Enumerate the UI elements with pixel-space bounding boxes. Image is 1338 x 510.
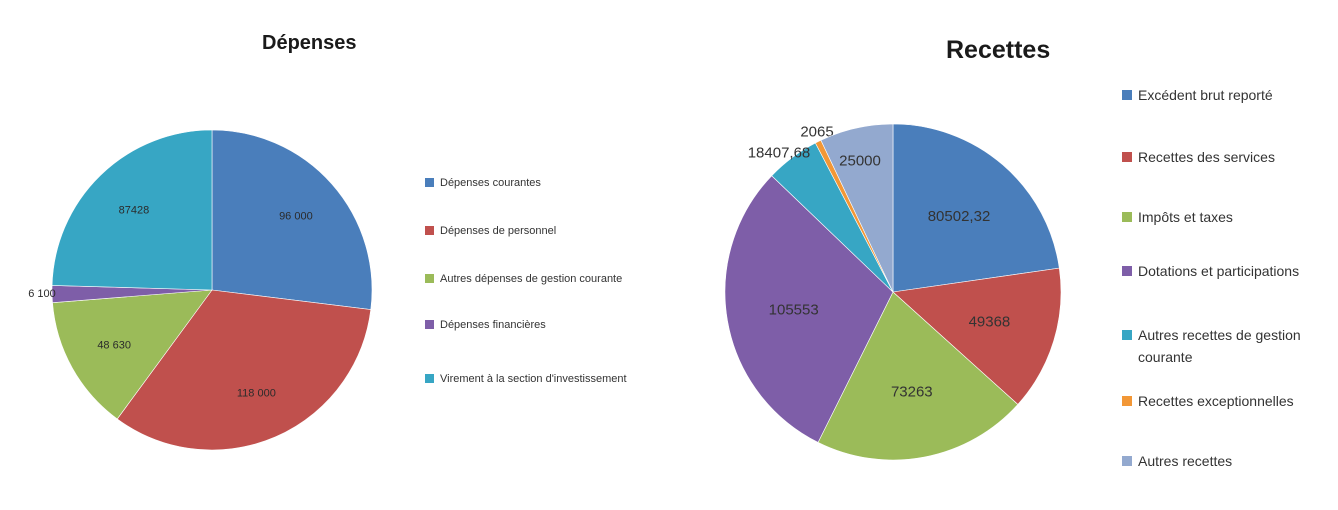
pie-slice-excedent-brut-reporte [892, 123, 1060, 293]
data-label-depenses-financieres: 6 100 [28, 288, 56, 300]
chart-title-depenses: Dépenses [262, 32, 357, 54]
legend-swatch [425, 320, 434, 329]
legend-label: Dépenses financières [440, 319, 546, 331]
legend-swatch [425, 374, 434, 383]
data-label-autres-recettes-de-gestion-courante: 18407,68 [748, 144, 811, 161]
chart-depenses: Dépenses 96 000 118 000 48 630 6 100 87428 D… [0, 0, 660, 510]
legend-swatch [425, 274, 434, 283]
legend-swatch [1122, 90, 1132, 100]
legend-label: Virement à la section d'investissement [440, 373, 627, 385]
pie-slice-depenses-courantes [211, 129, 373, 310]
legend-item-virement-a-la-section-d-investissement: Virement à la section d'investissement [425, 372, 630, 386]
legend-label: Recettes des services [1138, 149, 1275, 165]
legend-label: Autres dépenses de gestion courante [440, 273, 623, 285]
data-label-impots-et-taxes: 73263 [891, 383, 933, 400]
legend-swatch [425, 178, 434, 187]
data-label-recettes-exceptionnelles: 2065 [800, 123, 833, 140]
legend-item-depenses-financieres: Dépenses financières [425, 318, 630, 332]
legend-label: Excédent brut reporté [1138, 87, 1273, 103]
legend-label: Recettes exceptionnelles [1138, 393, 1294, 409]
legend-swatch [1122, 330, 1132, 340]
pie-slice-depenses-de-personnel [116, 289, 372, 451]
legend-swatch [425, 226, 434, 235]
pie-slice-impots-et-taxes [817, 291, 1019, 461]
legend-item-impots-et-taxes: Impôts et taxes [1122, 206, 1328, 228]
pie-depenses: 96 000 118 000 48 630 6 100 87428 [28, 129, 373, 451]
data-label-recettes-des-services: 49368 [969, 314, 1011, 331]
legend-item-autres-depenses-de-gestion-courante: Autres dépenses de gestion courante [425, 272, 630, 286]
legend-label: Dotations et participations [1138, 263, 1300, 279]
legend-label: Impôts et taxes [1138, 209, 1233, 225]
pie-slice-virement-a-la-section-d-investissement [51, 129, 213, 291]
legend-item-depenses-de-personnel: Dépenses de personnel [425, 224, 630, 238]
legend-item-excedent-brut-reporte: Excédent brut reporté [1122, 84, 1328, 106]
legend-label: Autres recettes [1138, 453, 1233, 469]
legend-swatch [1122, 456, 1132, 466]
legend-label: Autres recettes de gestion courante [1138, 327, 1301, 365]
data-label-autres-recettes: 25000 [839, 152, 881, 169]
legend-item-depenses-courantes: Dépenses courantes [425, 176, 630, 190]
legend-item-autres-recettes: Autres recettes [1122, 450, 1328, 472]
legend-item-autres-recettes-de-gestion-courante: Autres recettes de gestion courante [1122, 324, 1328, 368]
legend-label: Dépenses courantes [440, 177, 541, 189]
legend-item-recettes-exceptionnelles: Recettes exceptionnelles [1122, 390, 1328, 412]
legend-swatch [1122, 396, 1132, 406]
pie-slice-recettes-des-services [892, 267, 1062, 405]
pie-slice-autres-recettes [820, 123, 894, 293]
data-label-autres-depenses-de-gestion-courante: 48 630 [97, 339, 131, 351]
data-label-excedent-brut-reporte: 80502,32 [928, 208, 991, 225]
data-label-depenses-de-personnel: 118 000 [237, 388, 276, 400]
legend-swatch [1122, 212, 1132, 222]
pie-slice-dotations-et-participations [724, 175, 894, 443]
chart-title-recettes: Recettes [946, 36, 1051, 64]
chart-recettes: Recettes 80502,32 49368 73263 105553 18407,6… [668, 0, 1338, 510]
legend-item-dotations-et-participations: Dotations et participations [1122, 260, 1328, 282]
pie-recettes: 80502,32 49368 73263 105553 18407,68 2065 2500… [724, 123, 1062, 461]
data-label-dotations-et-participations: 105553 [769, 302, 819, 319]
pie-slice-autres-depenses-de-gestion-courante [52, 289, 213, 420]
data-label-depenses-courantes: 96 000 [279, 211, 313, 223]
legend-swatch [1122, 152, 1132, 162]
legend-swatch [1122, 266, 1132, 276]
legend-label: Dépenses de personnel [440, 225, 557, 237]
legend-item-recettes-des-services: Recettes des services [1122, 146, 1328, 168]
data-label-virement-a-la-section-d-investissement: 87428 [119, 205, 150, 217]
